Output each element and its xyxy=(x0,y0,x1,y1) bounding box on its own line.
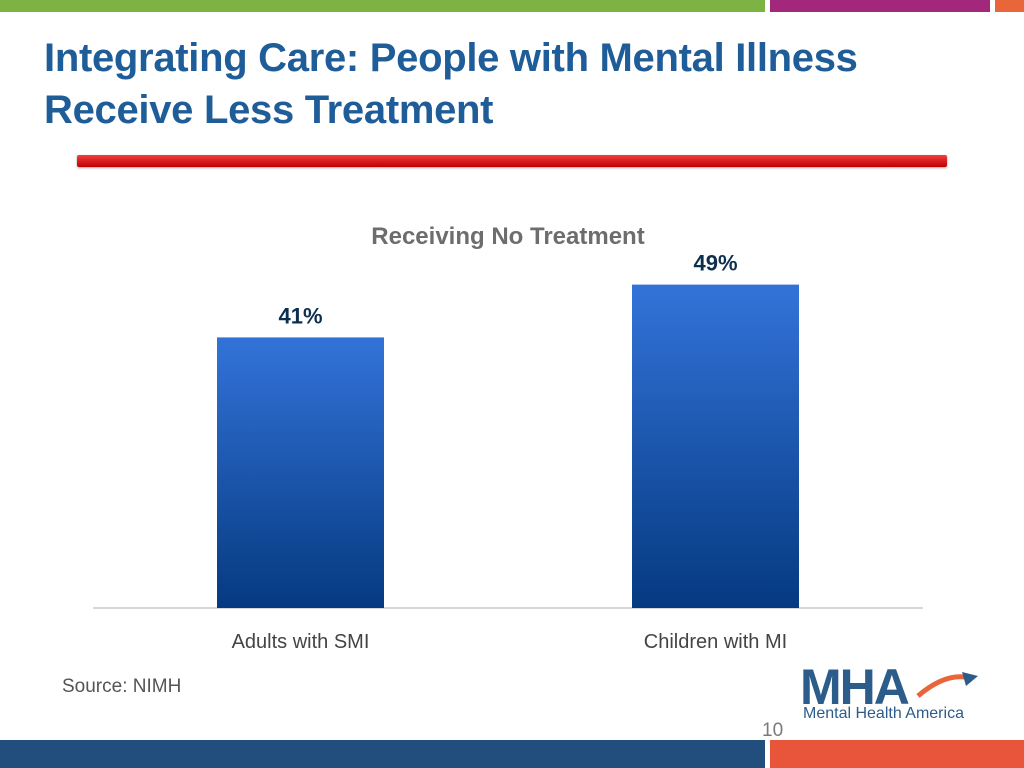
mha-logo: MHA xyxy=(800,660,978,715)
category-label-1: Adults with SMI xyxy=(232,631,370,653)
bar-chart: Receiving No Treatment 41% Adults with SM… xyxy=(93,223,923,653)
bar-group: 41% Adults with SMI 49% Children with MI xyxy=(217,251,799,653)
logo-arrow-icon xyxy=(962,672,978,686)
top-bar-green-segment xyxy=(0,0,765,12)
top-bar-purple-segment xyxy=(770,0,990,12)
bottom-bar-orange-segment xyxy=(770,740,1024,768)
data-label-1: 41% xyxy=(278,303,322,328)
slide-title-line-2: Receive Less Treatment xyxy=(44,88,494,132)
slide-title-line-1: Integrating Care: People with Mental Ill… xyxy=(44,36,858,80)
bottom-accent-bar xyxy=(0,740,1024,768)
category-label-2: Children with MI xyxy=(644,631,787,653)
data-label-2: 49% xyxy=(693,251,737,276)
logo-swoosh-icon xyxy=(916,674,971,698)
bar-2 xyxy=(632,284,799,608)
source-note: Source: NIMH xyxy=(62,676,182,697)
top-bar-orange-segment xyxy=(995,0,1024,12)
bar-1 xyxy=(217,337,384,608)
top-accent-bar xyxy=(0,0,1024,12)
logo-letters: MHA xyxy=(800,660,909,715)
logo-tagline: Mental Health America xyxy=(803,705,964,722)
slide-title: Integrating Care: People with Mental Ill… xyxy=(44,32,984,136)
chart-title: Receiving No Treatment xyxy=(371,223,644,250)
title-divider-rule xyxy=(77,155,947,167)
bottom-bar-blue-segment xyxy=(0,740,765,768)
page-number: 10 xyxy=(762,720,784,741)
